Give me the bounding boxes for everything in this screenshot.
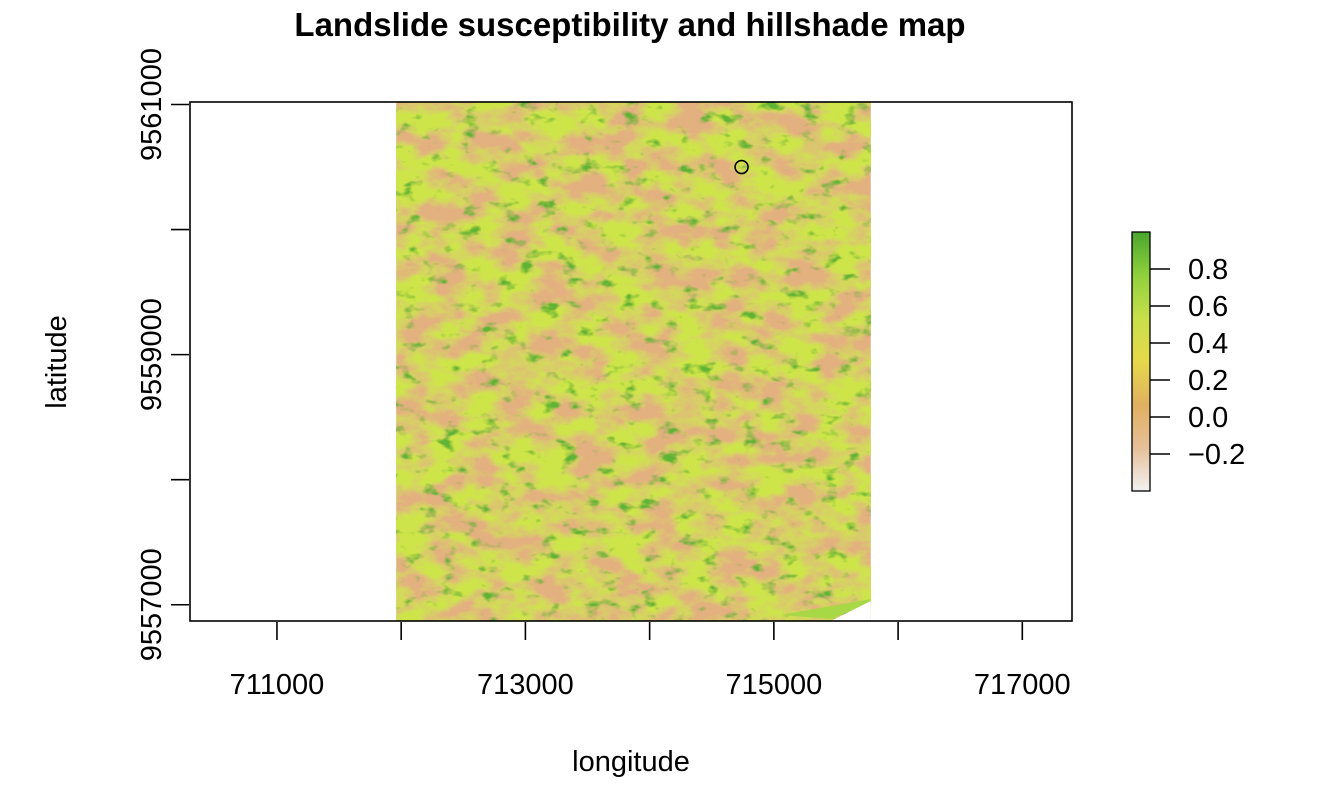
raster-surface [396,102,871,621]
legend-tick-label: 0.2 [1188,365,1228,397]
legend-tick-label: 0.4 [1188,328,1228,360]
plot-frame [189,101,1073,622]
y-tick-label: 9559000 [136,298,168,411]
map-title: Landslide susceptibility and hillshade m… [294,6,965,43]
x-axis-label: longitude [572,746,690,778]
legend-tick-label: 0.0 [1188,402,1228,434]
y-tick-label: 9561000 [136,48,168,161]
x-tick-label: 711000 [230,669,325,701]
x-tick-label: 715000 [725,669,822,701]
y-tick-label: 9557000 [136,548,168,661]
susceptibility-raster [396,102,871,621]
color-legend: 0.8 0.6 0.4 0.2 0.0 −0.2 [1131,231,1245,492]
x-tick-label: 713000 [477,669,574,701]
raster-corner-patch [780,599,871,619]
y-axis-label: latitude [41,315,73,409]
legend-tick-label: −0.2 [1188,439,1245,471]
legend-color-bar [1131,231,1151,492]
y-axis: 9557000 9559000 9561000 [136,48,189,661]
legend-ticks: 0.8 0.6 0.4 0.2 0.0 −0.2 [1150,254,1245,471]
raster-nodata-wedge [830,601,871,621]
legend-tick-label: 0.8 [1188,254,1228,286]
x-tick-label: 717000 [974,669,1071,701]
x-axis: 711000 713000 715000 717000 [230,622,1071,701]
location-marker [734,159,749,175]
legend-tick-label: 0.6 [1188,291,1228,323]
